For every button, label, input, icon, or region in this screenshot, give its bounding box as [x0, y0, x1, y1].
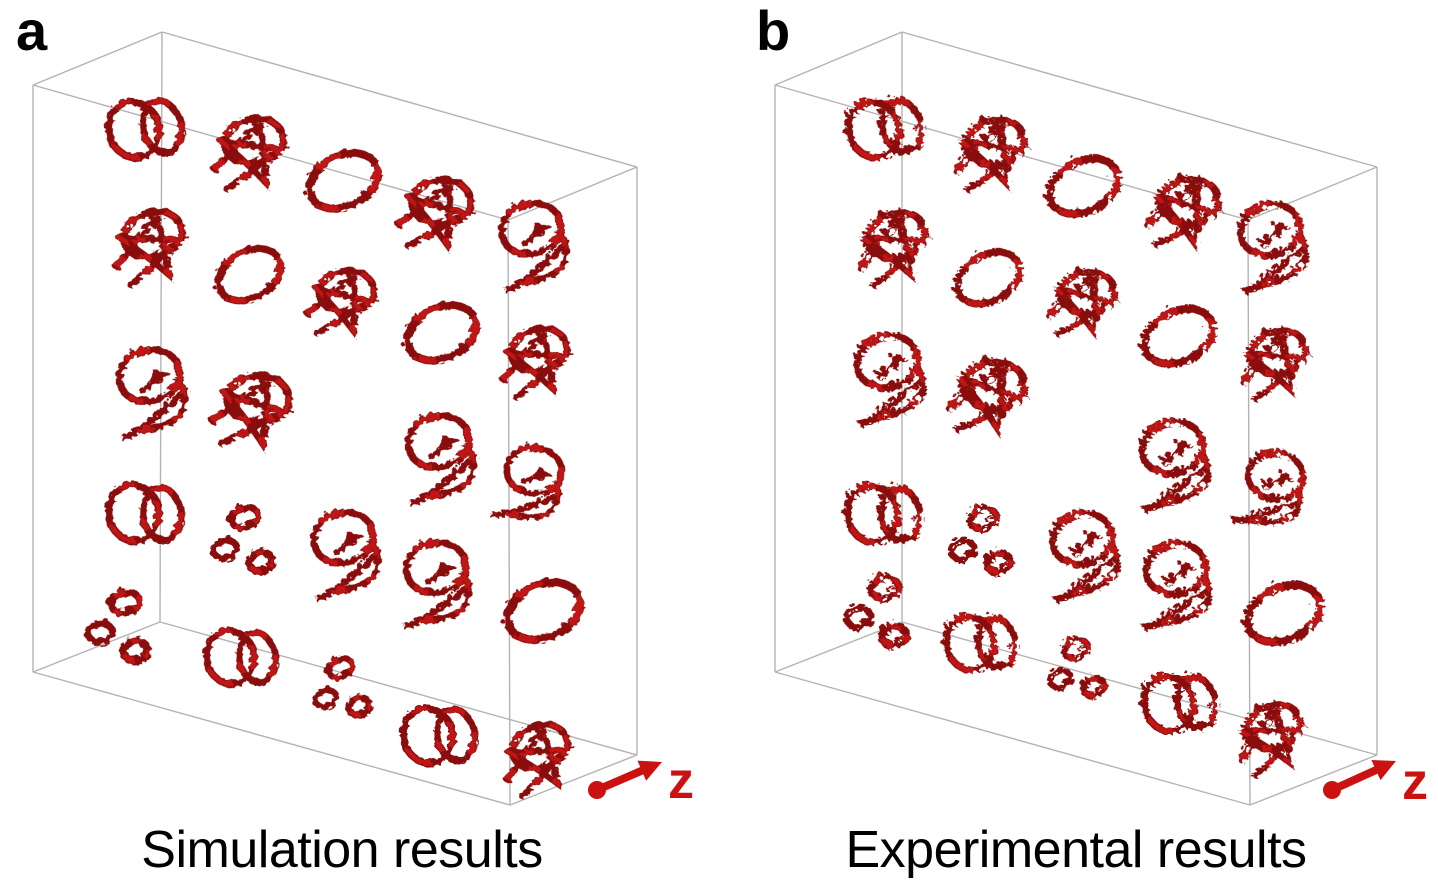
trefoil-shape	[1230, 193, 1307, 289]
z-axis-label: z	[1402, 753, 1428, 811]
box-edge	[901, 621, 1378, 756]
panel-b: z	[774, 31, 1428, 811]
z-axis-origin-dot	[588, 781, 606, 799]
mini-rings-shape	[307, 651, 370, 720]
star-knot-shape	[1227, 693, 1309, 775]
double-ring-shape	[198, 623, 278, 689]
ring-shape	[945, 241, 1025, 314]
mini-rings-shape	[81, 581, 156, 663]
z-axis-arrowhead	[637, 760, 662, 781]
panel-a-caption: Simulation results	[141, 821, 543, 879]
star-knot-shape	[1142, 167, 1222, 247]
double-ring-shape	[937, 608, 1017, 674]
star-knot-shape	[208, 363, 294, 449]
star-knot-shape	[1045, 262, 1117, 335]
box-edge	[161, 31, 638, 168]
trefoil-shape	[397, 533, 470, 627]
star-knot-shape	[943, 348, 1029, 434]
z-axis-arrowhead	[1371, 760, 1396, 781]
trefoil-shape	[1133, 412, 1208, 508]
star-knot-shape	[395, 169, 475, 249]
ring-shape	[298, 141, 385, 218]
ring-shape	[207, 238, 287, 311]
box-edge	[32, 671, 511, 806]
box-edge	[32, 31, 163, 86]
box-edge	[901, 31, 1378, 168]
double-ring-shape	[99, 476, 186, 548]
double-ring-shape	[838, 90, 925, 162]
mini-rings-shape	[210, 502, 273, 572]
star-knot-shape	[305, 262, 377, 335]
mini-rings-shape	[1041, 631, 1104, 700]
mini-rings-shape	[839, 565, 914, 647]
mini-rings-shape	[947, 502, 1010, 572]
trefoil-shape	[1136, 533, 1209, 627]
panel-b-label: b	[756, 0, 791, 62]
ring-shape	[1132, 297, 1219, 374]
trefoil-shape	[485, 431, 573, 531]
trefoil-shape	[492, 193, 569, 289]
box-edge	[774, 671, 1251, 806]
double-ring-shape	[99, 91, 186, 163]
ring-shape	[396, 294, 483, 371]
trefoil-shape	[305, 503, 380, 598]
double-ring-shape	[396, 701, 477, 766]
star-knot-shape	[1234, 321, 1310, 397]
box-edge	[774, 31, 903, 86]
panel-a: z	[32, 31, 694, 810]
star-knot-shape	[951, 111, 1026, 187]
box-edge	[1247, 166, 1378, 221]
star-knot-shape	[107, 202, 189, 284]
trefoil-shape	[110, 340, 187, 437]
ring-shape	[1037, 146, 1124, 223]
star-knot-shape	[849, 202, 931, 284]
trefoil-shape	[847, 325, 924, 422]
box-edge	[509, 754, 638, 806]
ring-shape	[1235, 573, 1325, 652]
panel-b-caption: Experimental results	[845, 821, 1307, 879]
box-edge	[32, 621, 161, 673]
z-axis-label: z	[668, 752, 694, 810]
panel-a-label: a	[16, 0, 48, 62]
trefoil-shape	[1226, 435, 1314, 535]
trefoil-shape	[400, 407, 475, 503]
star-knot-shape	[496, 320, 572, 396]
box-edge	[1249, 754, 1378, 806]
box-edge	[159, 31, 163, 623]
trefoil-shape	[1043, 503, 1118, 598]
star-knot-shape	[211, 111, 286, 187]
double-ring-shape	[1136, 668, 1217, 733]
double-ring-shape	[837, 476, 924, 548]
box-edge	[507, 166, 638, 221]
z-axis-origin-dot	[1323, 781, 1341, 799]
